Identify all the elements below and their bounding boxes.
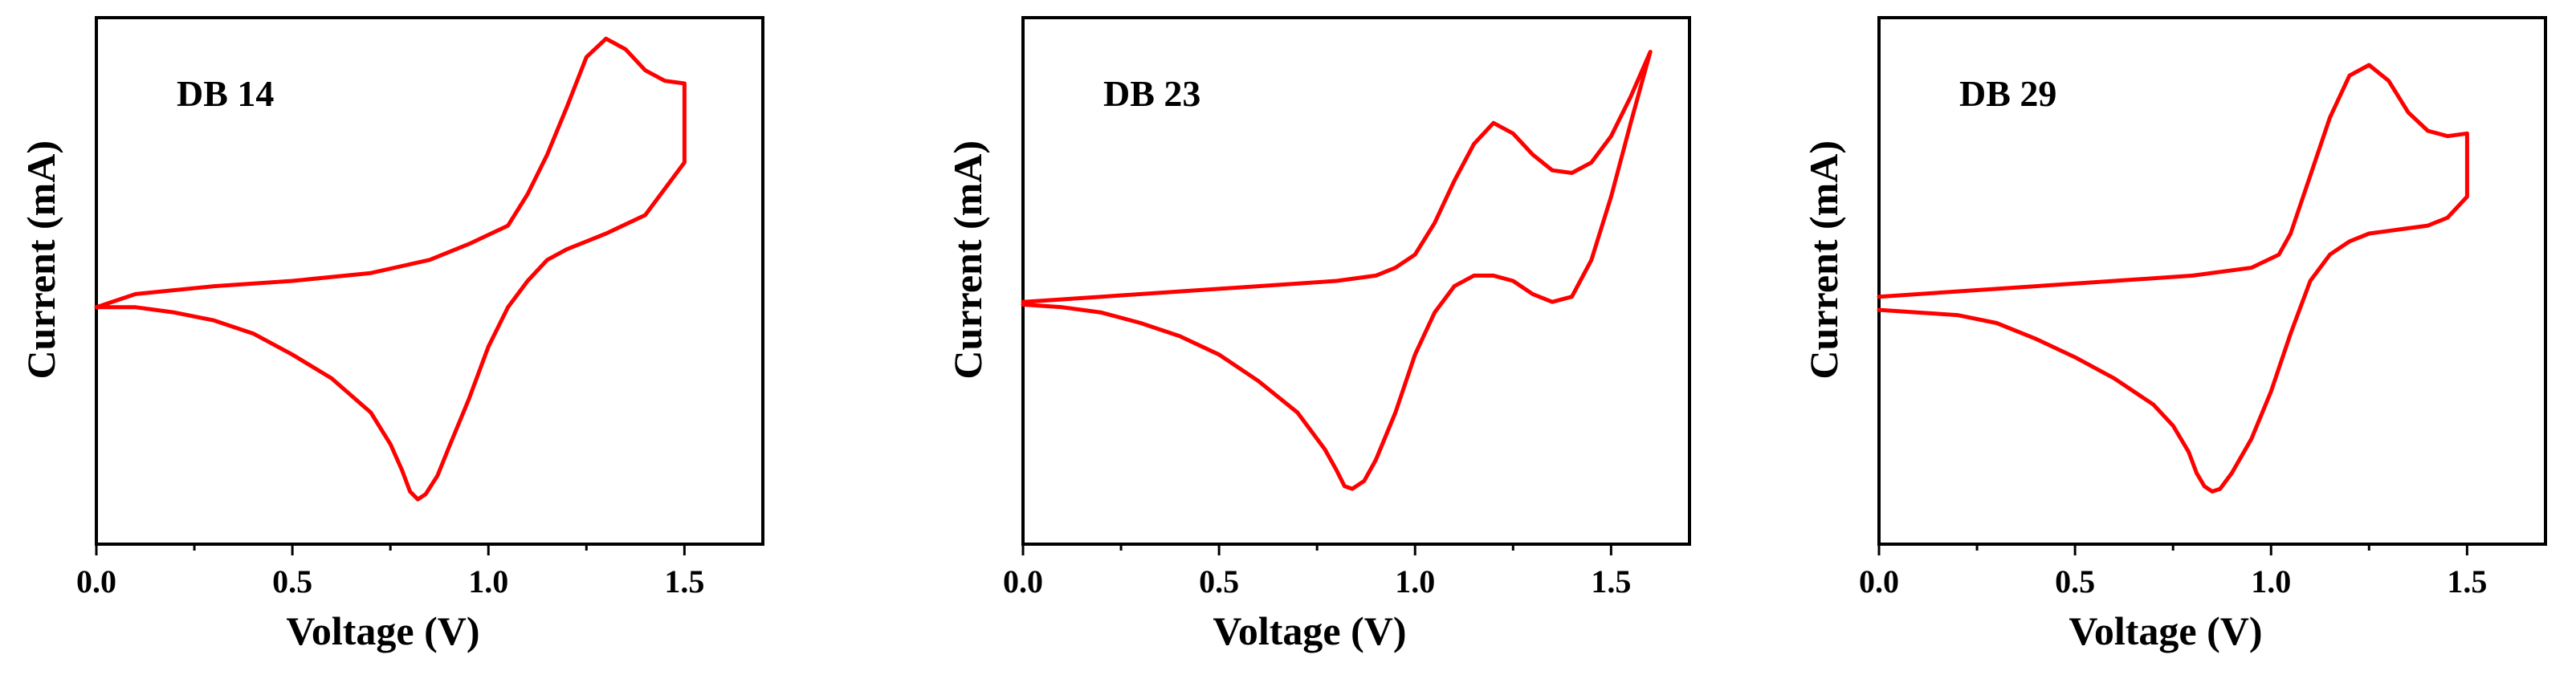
x-tick-label: 0.5	[2055, 563, 2095, 600]
x-axis-title: Voltage (V)	[2069, 608, 2262, 653]
x-tick-label: 1.0	[468, 563, 508, 600]
panel-label: DB 23	[1103, 73, 1200, 114]
chart-panel-2: 0.0 0.5 1.0 1.5 Voltage (V) Current (mA) DB 23	[945, 16, 1691, 653]
cv-curve-db-14	[94, 36, 687, 502]
x-tick-label: 0.5	[1199, 563, 1239, 600]
x-axis-title: Voltage (V)	[1213, 608, 1406, 653]
x-axis-title: Voltage (V)	[286, 608, 479, 653]
cv-curve-db-23	[1021, 50, 1653, 491]
x-tick-label: 0.5	[272, 563, 312, 600]
plot-frame	[95, 16, 764, 546]
plot-frame	[1021, 16, 1691, 546]
panel-label: DB 29	[1959, 73, 2056, 114]
x-tick-label: 0.0	[1003, 563, 1043, 600]
chart-panel-1: 0.0 0.5 1.0 1.5 Voltage (V) Current (mA) DB 14	[18, 16, 764, 653]
chart-panel-3: 0.0 0.5 1.0 1.5 Voltage (V) Current (mA) DB 29	[1801, 16, 2547, 653]
plot-frame	[1877, 16, 2547, 546]
y-axis-title: Current (mA)	[945, 140, 990, 380]
y-axis-title: Current (mA)	[18, 140, 63, 380]
x-tick-label: 1.5	[664, 563, 704, 600]
x-tick-label: 1.5	[2447, 563, 2487, 600]
cv-curve-db-29	[1877, 63, 2469, 494]
x-tick-label: 1.0	[1395, 563, 1435, 600]
x-tick-label: 0.0	[1859, 563, 1899, 600]
panel-label: DB 14	[177, 73, 274, 114]
x-tick-label: 1.0	[2251, 563, 2291, 600]
x-tick-label: 0.0	[76, 563, 116, 600]
x-tick-label: 1.5	[1591, 563, 1631, 600]
y-axis-title: Current (mA)	[1801, 140, 1846, 380]
